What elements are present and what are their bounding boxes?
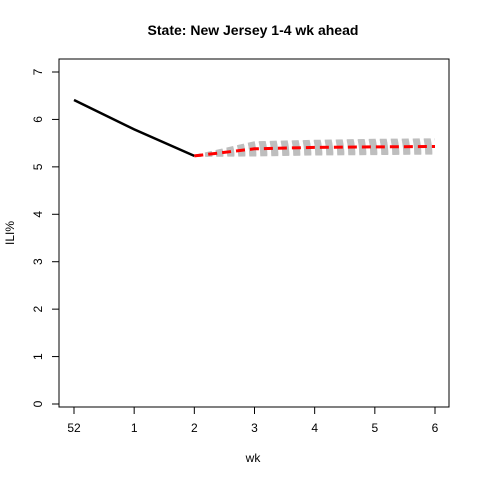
- forecast-sample-line: [194, 140, 436, 157]
- forecast-sample-line: [194, 151, 436, 157]
- x-tick-label: 52: [67, 421, 81, 435]
- x-tick-label: 3: [251, 421, 258, 435]
- forecast-sample-line: [194, 149, 436, 157]
- forecast-sample-line: [194, 147, 436, 157]
- x-axis: 52 1 2 3 4 5 6: [67, 406, 439, 435]
- forecast-mean-series-line: [194, 145, 436, 158]
- y-tick-label: 1: [31, 353, 45, 360]
- y-axis-label: ILI%: [3, 221, 17, 245]
- y-tick-label: 5: [31, 163, 45, 170]
- forecast-sample-line: [194, 150, 436, 157]
- data-lines: [73, 98, 436, 158]
- observed-series-line: [73, 98, 195, 158]
- y-tick-label: 0: [31, 400, 45, 407]
- y-tick-label: 4: [31, 211, 45, 218]
- forecast-sample-line: [194, 152, 436, 157]
- forecast-sample-line: [194, 138, 436, 157]
- y-axis: 0 1 2 3 4 5 6 7: [31, 68, 60, 407]
- y-tick-label: 7: [31, 68, 45, 75]
- forecast-sample-line: [194, 148, 436, 157]
- x-tick-label: 1: [131, 421, 138, 435]
- x-tick-label: 5: [371, 421, 378, 435]
- chart-title: State: New Jersey 1-4 wk ahead: [148, 22, 359, 38]
- x-axis-label: wk: [245, 451, 262, 465]
- forecast-sample-line: [194, 142, 436, 157]
- y-tick-label: 3: [31, 258, 45, 265]
- x-tick-label: 4: [311, 421, 318, 435]
- x-tick-label: 6: [432, 421, 439, 435]
- y-tick-label: 2: [31, 305, 45, 312]
- y-tick-label: 6: [31, 116, 45, 123]
- plot-frame: [58, 58, 450, 408]
- x-tick-label: 2: [191, 421, 198, 435]
